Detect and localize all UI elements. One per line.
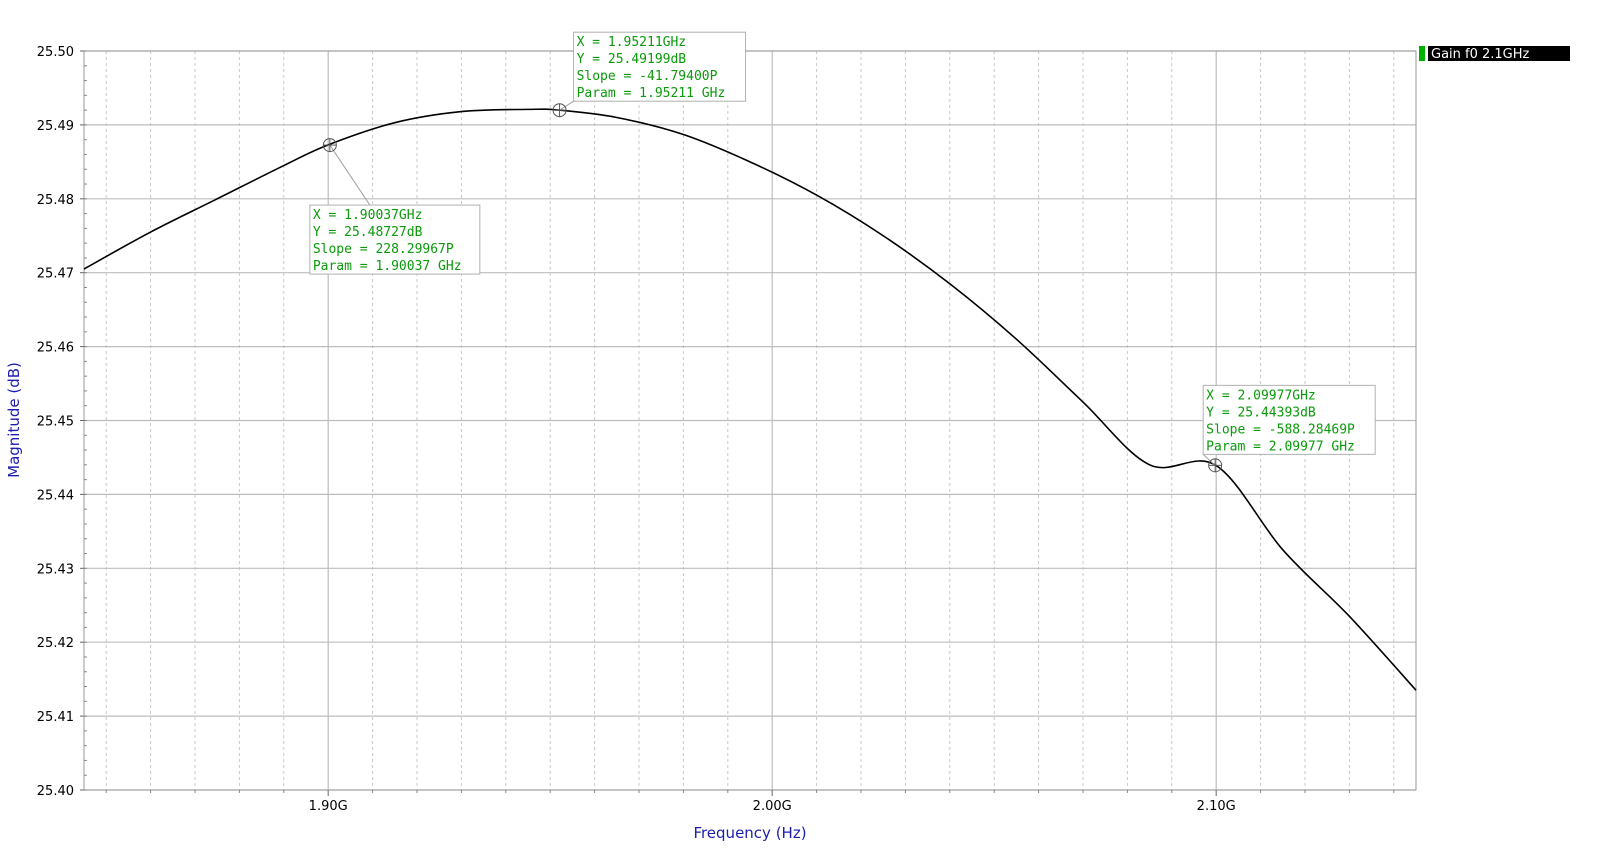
- marker-label-line: Param = 1.90037 GHz: [313, 259, 462, 274]
- y-tick-label: 25.49: [37, 119, 74, 134]
- legend-swatch: [1419, 46, 1425, 61]
- marker-1[interactable]: X = 1.95211GHz Y = 25.49199dB Slope = -41.…: [552, 31, 747, 118]
- y-axis-ticks: 25.50 25.49 25.48 25.47 25.46 25.45 25.44 25.43…: [37, 45, 87, 799]
- marker-leader-line: [329, 144, 371, 206]
- marker-label-line: Slope = 228.29967P: [313, 242, 454, 257]
- x-tick-label: 2.10G: [1197, 799, 1236, 814]
- marker-label-line: Slope = -588.28469P: [1206, 422, 1355, 437]
- marker-label-line: X = 1.90037GHz: [313, 208, 423, 223]
- x-tick-label: 2.00G: [753, 799, 792, 814]
- series-line-gain: [83, 108, 1417, 691]
- marker-label-box: [573, 31, 747, 102]
- y-tick-label: 25.42: [37, 636, 74, 651]
- x-tick-label: 1.90G: [309, 799, 348, 814]
- y-tick-label: 25.48: [37, 193, 74, 208]
- marker-2[interactable]: X = 1.90037GHz Y = 25.48727dB Slope = 228.…: [309, 138, 481, 275]
- marker-leader-line: [1202, 453, 1216, 466]
- marker-label-line: Y = 25.49199dB: [577, 52, 687, 67]
- y-tick-label: 25.44: [37, 488, 74, 503]
- marker-leader-line: [559, 100, 574, 111]
- marker-label-line: Y = 25.48727dB: [313, 225, 423, 240]
- y-tick-label: 25.45: [37, 415, 74, 430]
- marker-label-box: [309, 204, 481, 275]
- marker-3[interactable]: X = 2.09977GHz Y = 25.44393dB Slope = -588…: [1202, 384, 1376, 473]
- y-axis-title: Magnitude (dB): [5, 362, 23, 478]
- marker-label-line: Y = 25.44393dB: [1206, 405, 1316, 420]
- y-tick-label: 25.46: [37, 341, 74, 356]
- y-tick-label: 25.47: [37, 267, 74, 282]
- marker-label-line: Param = 1.95211 GHz: [577, 86, 726, 101]
- markers: X = 1.95211GHz Y = 25.49199dB Slope = -41.…: [309, 31, 1376, 473]
- marker-label-line: Param = 2.09977 GHz: [1206, 439, 1355, 454]
- y-tick-label: 25.41: [37, 710, 74, 725]
- y-tick-label: 25.40: [37, 784, 74, 799]
- x-axis-ticks: 1.90G 2.00G 2.10G: [105, 790, 1395, 814]
- marker-label-box: [1202, 384, 1376, 455]
- legend-background: [1428, 46, 1570, 61]
- marker-label-line: Slope = -41.79400P: [577, 69, 718, 84]
- y-tick-label: 25.43: [37, 562, 74, 577]
- legend: Gain f0 2.1GHz: [1419, 46, 1570, 62]
- x-axis-title: Frequency (Hz): [693, 824, 806, 842]
- legend-label: Gain f0 2.1GHz: [1431, 47, 1530, 62]
- marker-label-line: X = 2.09977GHz: [1206, 388, 1316, 403]
- marker-label-line: X = 1.95211GHz: [577, 35, 687, 50]
- y-tick-label: 25.50: [37, 45, 74, 60]
